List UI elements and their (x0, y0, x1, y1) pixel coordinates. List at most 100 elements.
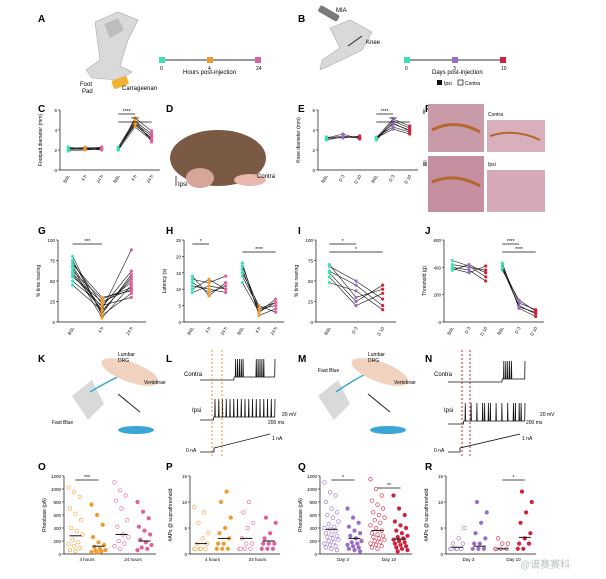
syringe-icon (318, 5, 340, 22)
data-point (534, 314, 538, 319)
data-point (391, 493, 396, 498)
subject-line (242, 266, 276, 310)
data-point (399, 531, 405, 536)
scale-mv-label: 20 mV (540, 412, 555, 418)
data-point (221, 541, 226, 546)
x-tick-label: 4 h (97, 326, 105, 334)
data-point (123, 493, 128, 498)
data-point (71, 275, 75, 279)
data-point (371, 534, 376, 540)
timeline-b-ticks: 0 3 10 (404, 57, 507, 72)
data-point (450, 263, 454, 267)
data-point (117, 546, 123, 551)
x-tick-label: 24 hours (249, 557, 267, 562)
y-tick-label: 1200 (307, 474, 318, 479)
data-point (249, 541, 254, 546)
y-tick-label: 400 (433, 265, 441, 270)
data-point (70, 537, 75, 542)
data-point (462, 525, 467, 531)
panel-k-schematic: Lumbar DRG Vertebrae Fast Blue (52, 352, 166, 434)
data-point (402, 540, 407, 545)
data-point (341, 135, 345, 139)
y-tick-label: 1000 (307, 487, 318, 492)
drg-label: DRG (368, 358, 379, 364)
dish-shape (370, 426, 406, 434)
data-point (381, 506, 386, 511)
data-point (332, 524, 337, 529)
y-tick-label: 25 (50, 300, 56, 305)
data-point (268, 531, 273, 536)
cartilage-line (431, 176, 481, 188)
x-tick-label: Day 3 (337, 557, 349, 562)
y-tick-label: 2 (54, 148, 57, 153)
data-point (356, 520, 361, 525)
data-point (240, 261, 244, 265)
y-tick-label: 10 (438, 500, 444, 505)
data-point (115, 524, 120, 529)
data-point (241, 510, 246, 515)
chart-r: 0 5 10 15 #APs @ suprathreshold Day 3 Day 10 * (424, 474, 536, 562)
y-tick-label: 600 (309, 513, 317, 518)
data-point (368, 523, 373, 528)
data-point (100, 522, 105, 527)
data-point (238, 546, 243, 551)
data-point (133, 125, 137, 129)
data-point (500, 541, 505, 546)
data-point (199, 546, 204, 551)
data-point (262, 536, 267, 541)
drg-label: DRG (118, 358, 129, 364)
x-tick-label: Day 10 (382, 557, 397, 562)
x-tick-label: D 10 (479, 326, 488, 337)
data-point (392, 519, 398, 524)
data-point (224, 274, 228, 278)
data-point (322, 541, 327, 546)
data-point (479, 520, 484, 525)
data-point (323, 499, 329, 505)
data-point (100, 295, 104, 299)
one-na-label: 1 nA (522, 436, 533, 442)
timeline-tick-label: 4 (208, 66, 211, 72)
data-point (326, 538, 331, 544)
arrow-line (117, 393, 141, 413)
data-point (330, 536, 336, 541)
panel-letter-h: H (166, 226, 173, 237)
chart-p: 0 5 10 15 #APs @ suprathreshold 4 hours 24 hou… (168, 474, 280, 562)
y-tick-label: 200 (309, 539, 317, 544)
data-point (329, 546, 334, 551)
data-point (90, 534, 95, 540)
timeline-tick-marker (207, 57, 213, 63)
timeline-tick-label: 10 (501, 66, 507, 72)
data-point (324, 138, 328, 142)
data-point (66, 485, 71, 490)
data-point (200, 536, 205, 541)
data-point (515, 546, 520, 551)
significance-label: ** (387, 483, 391, 489)
panel-l-traces: Contra Ipsi 20 mV 200 ms 0 nA 1 nA (184, 350, 297, 458)
data-point (330, 515, 336, 520)
x-tick-label: BSL (112, 174, 121, 184)
significance-label: **** (389, 117, 397, 123)
y-tick-label: 0 (440, 552, 443, 557)
data-point (224, 284, 228, 288)
data-point (345, 506, 350, 511)
y-tick-label: 10 (176, 287, 182, 292)
significance-label: * (200, 239, 202, 245)
data-point (228, 515, 233, 520)
panel-m-schematic: Lumbar DRG Vertebrae Fast Blue (318, 352, 416, 434)
data-point (103, 547, 108, 553)
timeline-b-axis-label: Days post-injection (432, 70, 483, 76)
data-point (83, 148, 87, 152)
chart-c: 0 2 4 6 Footpad diameter (mm) BSL 4 h 24 h BSL 4 … (38, 108, 160, 184)
data-point (129, 285, 133, 290)
data-point (77, 494, 82, 499)
data-point (71, 490, 77, 495)
data-point (375, 502, 380, 507)
data-point (397, 506, 402, 511)
dish-shape (118, 426, 154, 434)
data-point (391, 127, 395, 131)
fast-blue-label: Fast Blue (318, 368, 339, 374)
chart-o: 0 200 400 600 800 1000 1200 Rheobase (pA) 4 hour… (42, 474, 156, 562)
data-point (207, 294, 211, 298)
data-point (150, 129, 154, 133)
data-point (224, 290, 228, 295)
